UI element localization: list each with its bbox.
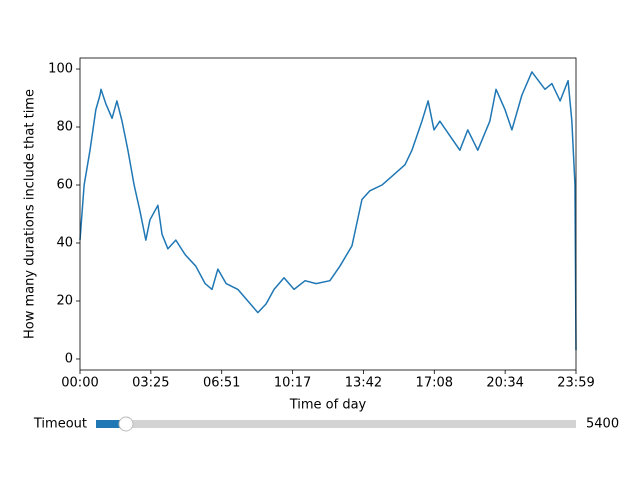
y-axis-label: How many durations include that time [23,89,38,339]
slider-fill [96,420,126,428]
y-tick-label: 20 [56,293,73,308]
y-tick-label: 60 [56,178,73,193]
y-tick-label: 100 [48,62,73,77]
plot-frame [79,57,577,371]
x-tick-label: 03:25 [132,376,169,391]
slider-track [96,420,576,428]
y-tick-label: 80 [56,120,73,135]
slider-value: 5400 [586,417,619,432]
data-line [79,71,577,351]
x-tick-label: 00:00 [61,376,98,391]
x-tick-label: 23:59 [557,376,594,391]
y-tick-label: 40 [56,235,73,250]
x-tick-label: 06:51 [203,376,240,391]
x-tick-label: 17:08 [416,376,453,391]
slider-handle[interactable] [118,416,134,432]
x-tick-label: 20:34 [486,376,523,391]
x-tick-label: 10:17 [274,376,311,391]
y-tick-label: 0 [65,351,73,366]
x-axis-label: Time of day [289,398,367,413]
x-tick-label: 13:42 [345,376,382,391]
slider-label: Timeout [33,417,87,432]
